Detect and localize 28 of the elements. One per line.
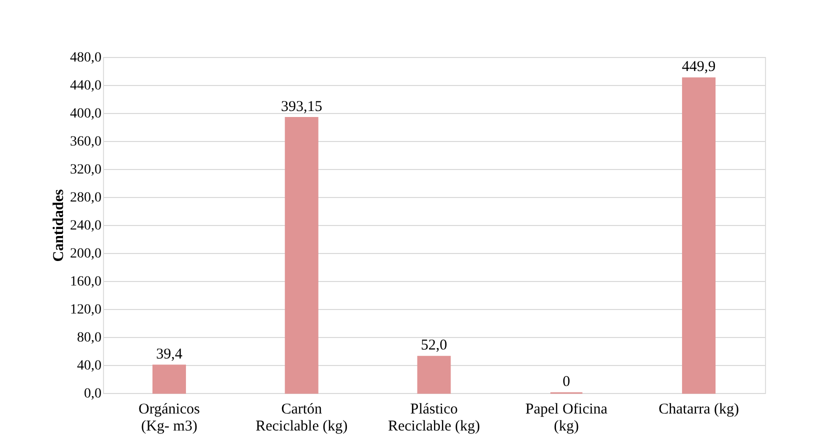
bar bbox=[284, 117, 318, 394]
data-label: 0 bbox=[562, 374, 570, 390]
bar bbox=[417, 356, 451, 394]
y-tick-label: 240,0 bbox=[70, 218, 102, 234]
y-tick-label: 280,0 bbox=[70, 190, 102, 206]
y-tick-label: 120,0 bbox=[70, 302, 102, 318]
x-tick-label: Chatarra (kg) bbox=[658, 402, 739, 418]
x-tick-label: Orgánicos (Kg- m3) bbox=[138, 402, 200, 434]
y-tick-label: 40,0 bbox=[77, 358, 102, 374]
y-tick-label: 440,0 bbox=[70, 78, 102, 94]
data-label: 52,0 bbox=[420, 338, 448, 354]
y-tick-label: 200,0 bbox=[70, 246, 102, 262]
y-tick-label: 320,0 bbox=[70, 162, 102, 178]
data-label: 449,9 bbox=[682, 59, 716, 76]
y-tick-label: 0,0 bbox=[84, 386, 102, 402]
x-tick-label: Plástico Reciclable (kg) bbox=[388, 402, 480, 434]
bar bbox=[682, 77, 716, 394]
y-axis-title: Cantidades bbox=[51, 189, 67, 262]
y-tick-label: 80,0 bbox=[77, 330, 102, 346]
data-label: 39,4 bbox=[156, 346, 183, 362]
data-label: 393,15 bbox=[280, 98, 322, 115]
x-tick-label: Papel Oficina (kg) bbox=[525, 402, 608, 434]
y-tick-label: 160,0 bbox=[70, 274, 102, 290]
bar bbox=[152, 364, 186, 394]
y-tick-label: 360,0 bbox=[70, 134, 102, 150]
x-tick-label: Cartón Reciclable (kg) bbox=[256, 402, 348, 434]
y-tick-label: 400,0 bbox=[70, 106, 102, 122]
y-tick-label: 480,0 bbox=[70, 50, 102, 66]
